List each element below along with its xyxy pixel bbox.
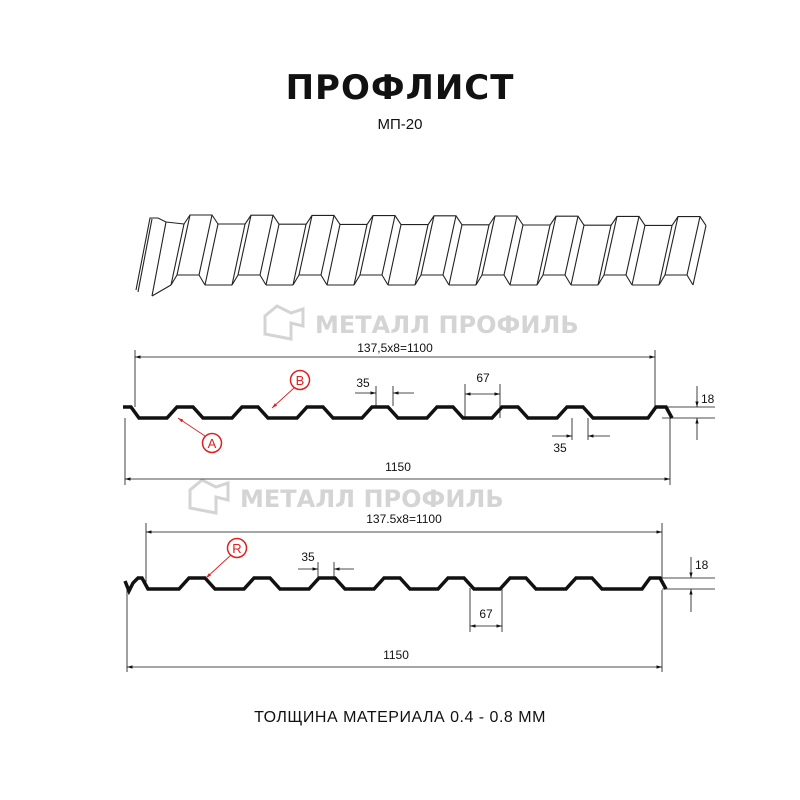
sheet-edge-line (631, 225, 646, 286)
height-label: 18 (701, 392, 715, 406)
sheet-edge-line (570, 225, 585, 286)
sheet-edge-line (259, 215, 274, 276)
material-thickness-note: ТОЛЩИНА МАТЕРИАЛА 0.4 - 0.8 ММ (254, 709, 546, 726)
sheet-edge-line (549, 215, 585, 226)
callout-b: B (271, 369, 311, 409)
sheet-edge-line (475, 224, 490, 286)
sheet-edge-line (165, 221, 185, 225)
sheet-edge-line (488, 215, 524, 226)
sheet-edge-line (366, 215, 402, 225)
sheet-edge-line (536, 225, 551, 286)
sheet-edge-line (151, 284, 172, 297)
profile-1-shape (123, 405, 674, 420)
gap-label-2: 67 (479, 607, 493, 621)
bottom-width-label: 35 (553, 441, 567, 455)
sheet-edge-line (231, 224, 246, 286)
sheet-edge-line (686, 216, 701, 276)
sheet-edge-line (509, 224, 524, 286)
watermark-text-1: МЕТАЛЛ ПРОФИЛЬ (315, 311, 579, 339)
sheet-edge-line (610, 215, 646, 226)
sheet-edge-line (359, 215, 374, 276)
sheet-edge-line (564, 216, 579, 276)
sheet-edge-line (183, 214, 219, 225)
pitch-label-2: 137.5x8=1100 (366, 512, 442, 526)
sheet-edge-line (170, 274, 206, 286)
sheet-edge-line (664, 216, 679, 276)
top-width-label-2: 35 (301, 550, 315, 564)
sheet-edge-line (542, 216, 557, 276)
sheet-edge-line (320, 215, 335, 276)
sheet-edge-line (414, 274, 450, 286)
callout-a: A (177, 417, 223, 454)
sheet-edge-line (353, 274, 389, 286)
sheet-edge-line (204, 223, 219, 286)
gap-label: 67 (476, 371, 490, 385)
watermark-logo-2: МЕТАЛЛ ПРОФИЛЬ (188, 478, 504, 515)
profile-2-shape (123, 576, 668, 596)
width-label-2: 1150 (383, 648, 409, 662)
top-width-label: 35 (356, 376, 370, 390)
profile-1: 137,5x8=1100 1150 35 67 35 18 B A (123, 341, 715, 485)
sheet-edge-line (414, 224, 429, 286)
sheet-edge-line (137, 218, 153, 293)
watermark-text-2: МЕТАЛЛ ПРОФИЛЬ (240, 485, 504, 513)
sheet-edge-line (603, 216, 618, 276)
sheet-edge-line (244, 214, 280, 225)
height-label-2: 18 (695, 558, 709, 572)
callout-a-label: A (208, 436, 217, 451)
sheet-edge-line (198, 214, 213, 276)
sheet-edge-line (326, 224, 341, 286)
page-subtitle: МП-20 (377, 116, 423, 133)
sheet-edge-line (237, 215, 252, 276)
sheet-edge-line (170, 223, 185, 286)
sheet-edge-line (503, 215, 518, 276)
sheet-edge-line (135, 217, 167, 297)
sheet-edge-line (658, 274, 694, 286)
sheet-edge-line (475, 274, 511, 286)
sheet-edge-line (292, 224, 307, 286)
sheet-edge-line (448, 224, 463, 286)
sheet-edge-line (597, 274, 633, 286)
sheet-3d-view (135, 214, 707, 297)
sheet-edge-line (353, 224, 368, 286)
sheet-edge-line (658, 225, 673, 286)
sheet-edge-line (305, 214, 341, 225)
sheet-edge-line (692, 225, 707, 286)
page-title: ПРОФЛИСТ (285, 68, 515, 108)
width-label: 1150 (385, 460, 411, 474)
sheet-edge-line (427, 215, 463, 226)
watermark-logo-1: МЕТАЛЛ ПРОФИЛЬ (263, 304, 579, 341)
profile-2: 137.5x8=1100 1150 35 67 18 R (123, 512, 715, 672)
sheet-edge-line (536, 274, 572, 286)
sheet-edge-line (298, 215, 313, 276)
callout-r: R (205, 537, 248, 579)
callout-r-label: R (232, 541, 241, 556)
pitch-label: 137,5x8=1100 (357, 341, 433, 355)
sheet-edge-line (381, 215, 396, 276)
sheet-edge-line (265, 224, 280, 286)
sheet-edge-line (442, 215, 457, 276)
sheet-edge-line (292, 274, 328, 286)
sheet-edge-line (481, 215, 496, 276)
sheet-edge-line (231, 274, 267, 286)
sheet-edge-line (420, 215, 435, 276)
callout-b-label: B (296, 373, 305, 388)
sheet-edge-line (387, 224, 402, 286)
sheet-edge-line (671, 216, 707, 226)
sheet-edge-line (625, 216, 640, 276)
sheet-edge-line (176, 214, 191, 276)
sheet-edge-line (597, 225, 612, 286)
